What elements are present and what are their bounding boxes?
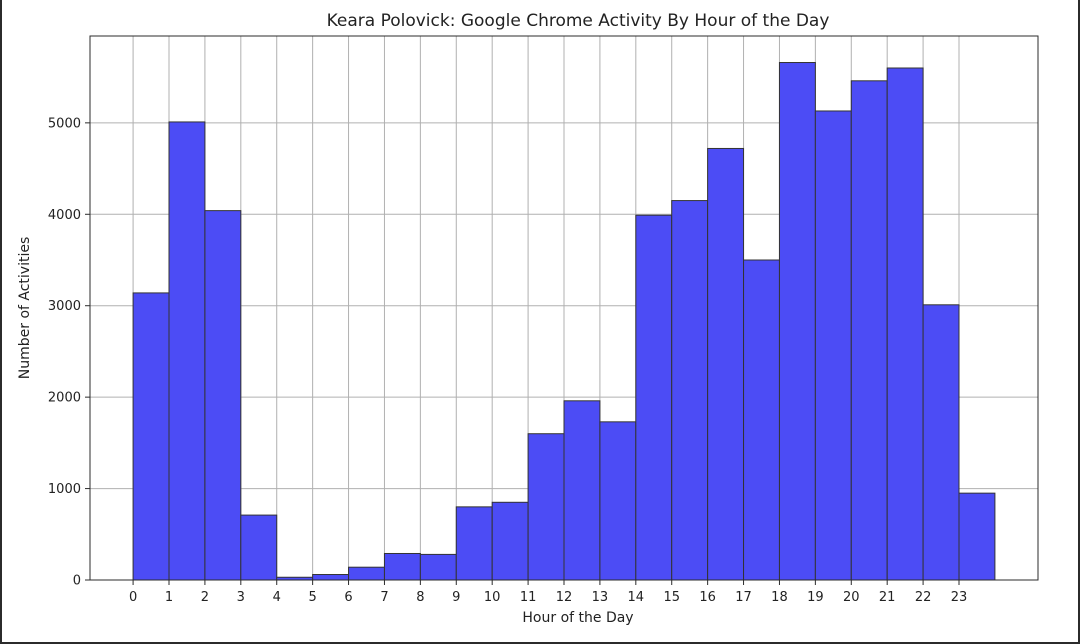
x-tick-label: 5 [308, 590, 316, 605]
x-tick-label: 3 [237, 590, 245, 605]
x-tick-label: 17 [735, 590, 752, 605]
x-axis-label: Hour of the Day [522, 610, 633, 626]
x-tick-label: 12 [556, 590, 573, 605]
x-tick-label: 7 [380, 590, 388, 605]
bar-hour-6 [348, 566, 385, 581]
bar-hour-1 [168, 121, 206, 581]
bar-hour-13 [599, 421, 637, 581]
x-tick-label: 14 [628, 590, 645, 605]
y-axis-label: Number of Activities [17, 237, 33, 380]
x-tick-label: 10 [484, 590, 501, 605]
bar-hour-0 [132, 292, 170, 581]
x-tick-label: 21 [879, 590, 896, 605]
bar-hour-23 [958, 492, 996, 581]
bar-hour-7 [383, 552, 421, 581]
chart-title: Keara Polovick: Google Chrome Activity B… [327, 11, 830, 31]
bar-hour-21 [886, 67, 924, 581]
x-tick-label: 8 [416, 590, 424, 605]
x-tick-label: 2 [201, 590, 209, 605]
y-tick-label: 1000 [48, 482, 81, 497]
y-tick-label: 2000 [48, 391, 81, 406]
bar-hour-18 [778, 62, 816, 581]
x-tick-label: 20 [843, 590, 860, 605]
x-tick-label: 4 [273, 590, 281, 605]
bar-hour-14 [635, 214, 673, 581]
bar-hour-5 [312, 574, 350, 581]
bar-hour-2 [204, 210, 242, 581]
bar-hour-11 [527, 433, 565, 581]
x-tick-label: 13 [592, 590, 609, 605]
x-tick-label: 1 [165, 590, 173, 605]
bar-hour-16 [707, 147, 745, 581]
x-tick-label: 16 [699, 590, 716, 605]
y-tick-label: 3000 [48, 299, 81, 314]
y-tick-label: 5000 [48, 116, 81, 131]
bar-hour-3 [240, 514, 278, 581]
x-tick-label: 22 [915, 590, 932, 605]
y-tick-label: 0 [73, 574, 81, 589]
bars [132, 62, 996, 581]
x-tick-label: 11 [520, 590, 537, 605]
x-tick-label: 15 [663, 590, 680, 605]
bar-hour-22 [922, 304, 960, 581]
bar-hour-20 [850, 80, 888, 581]
bar-hour-12 [563, 400, 601, 581]
bar-hour-10 [491, 501, 529, 581]
x-tick-label: 6 [344, 590, 352, 605]
y-tick-label: 4000 [48, 208, 81, 223]
x-tick-label: 0 [129, 590, 137, 605]
bar-hour-17 [743, 259, 780, 581]
x-tick-label: 19 [807, 590, 824, 605]
bar-hour-15 [671, 200, 709, 581]
bar-hour-9 [455, 506, 493, 581]
x-tick-label: 9 [452, 590, 460, 605]
x-tick-label: 18 [771, 590, 788, 605]
bar-hour-8 [419, 553, 457, 581]
bar-hour-19 [814, 110, 852, 581]
x-tick-label: 23 [951, 590, 968, 605]
